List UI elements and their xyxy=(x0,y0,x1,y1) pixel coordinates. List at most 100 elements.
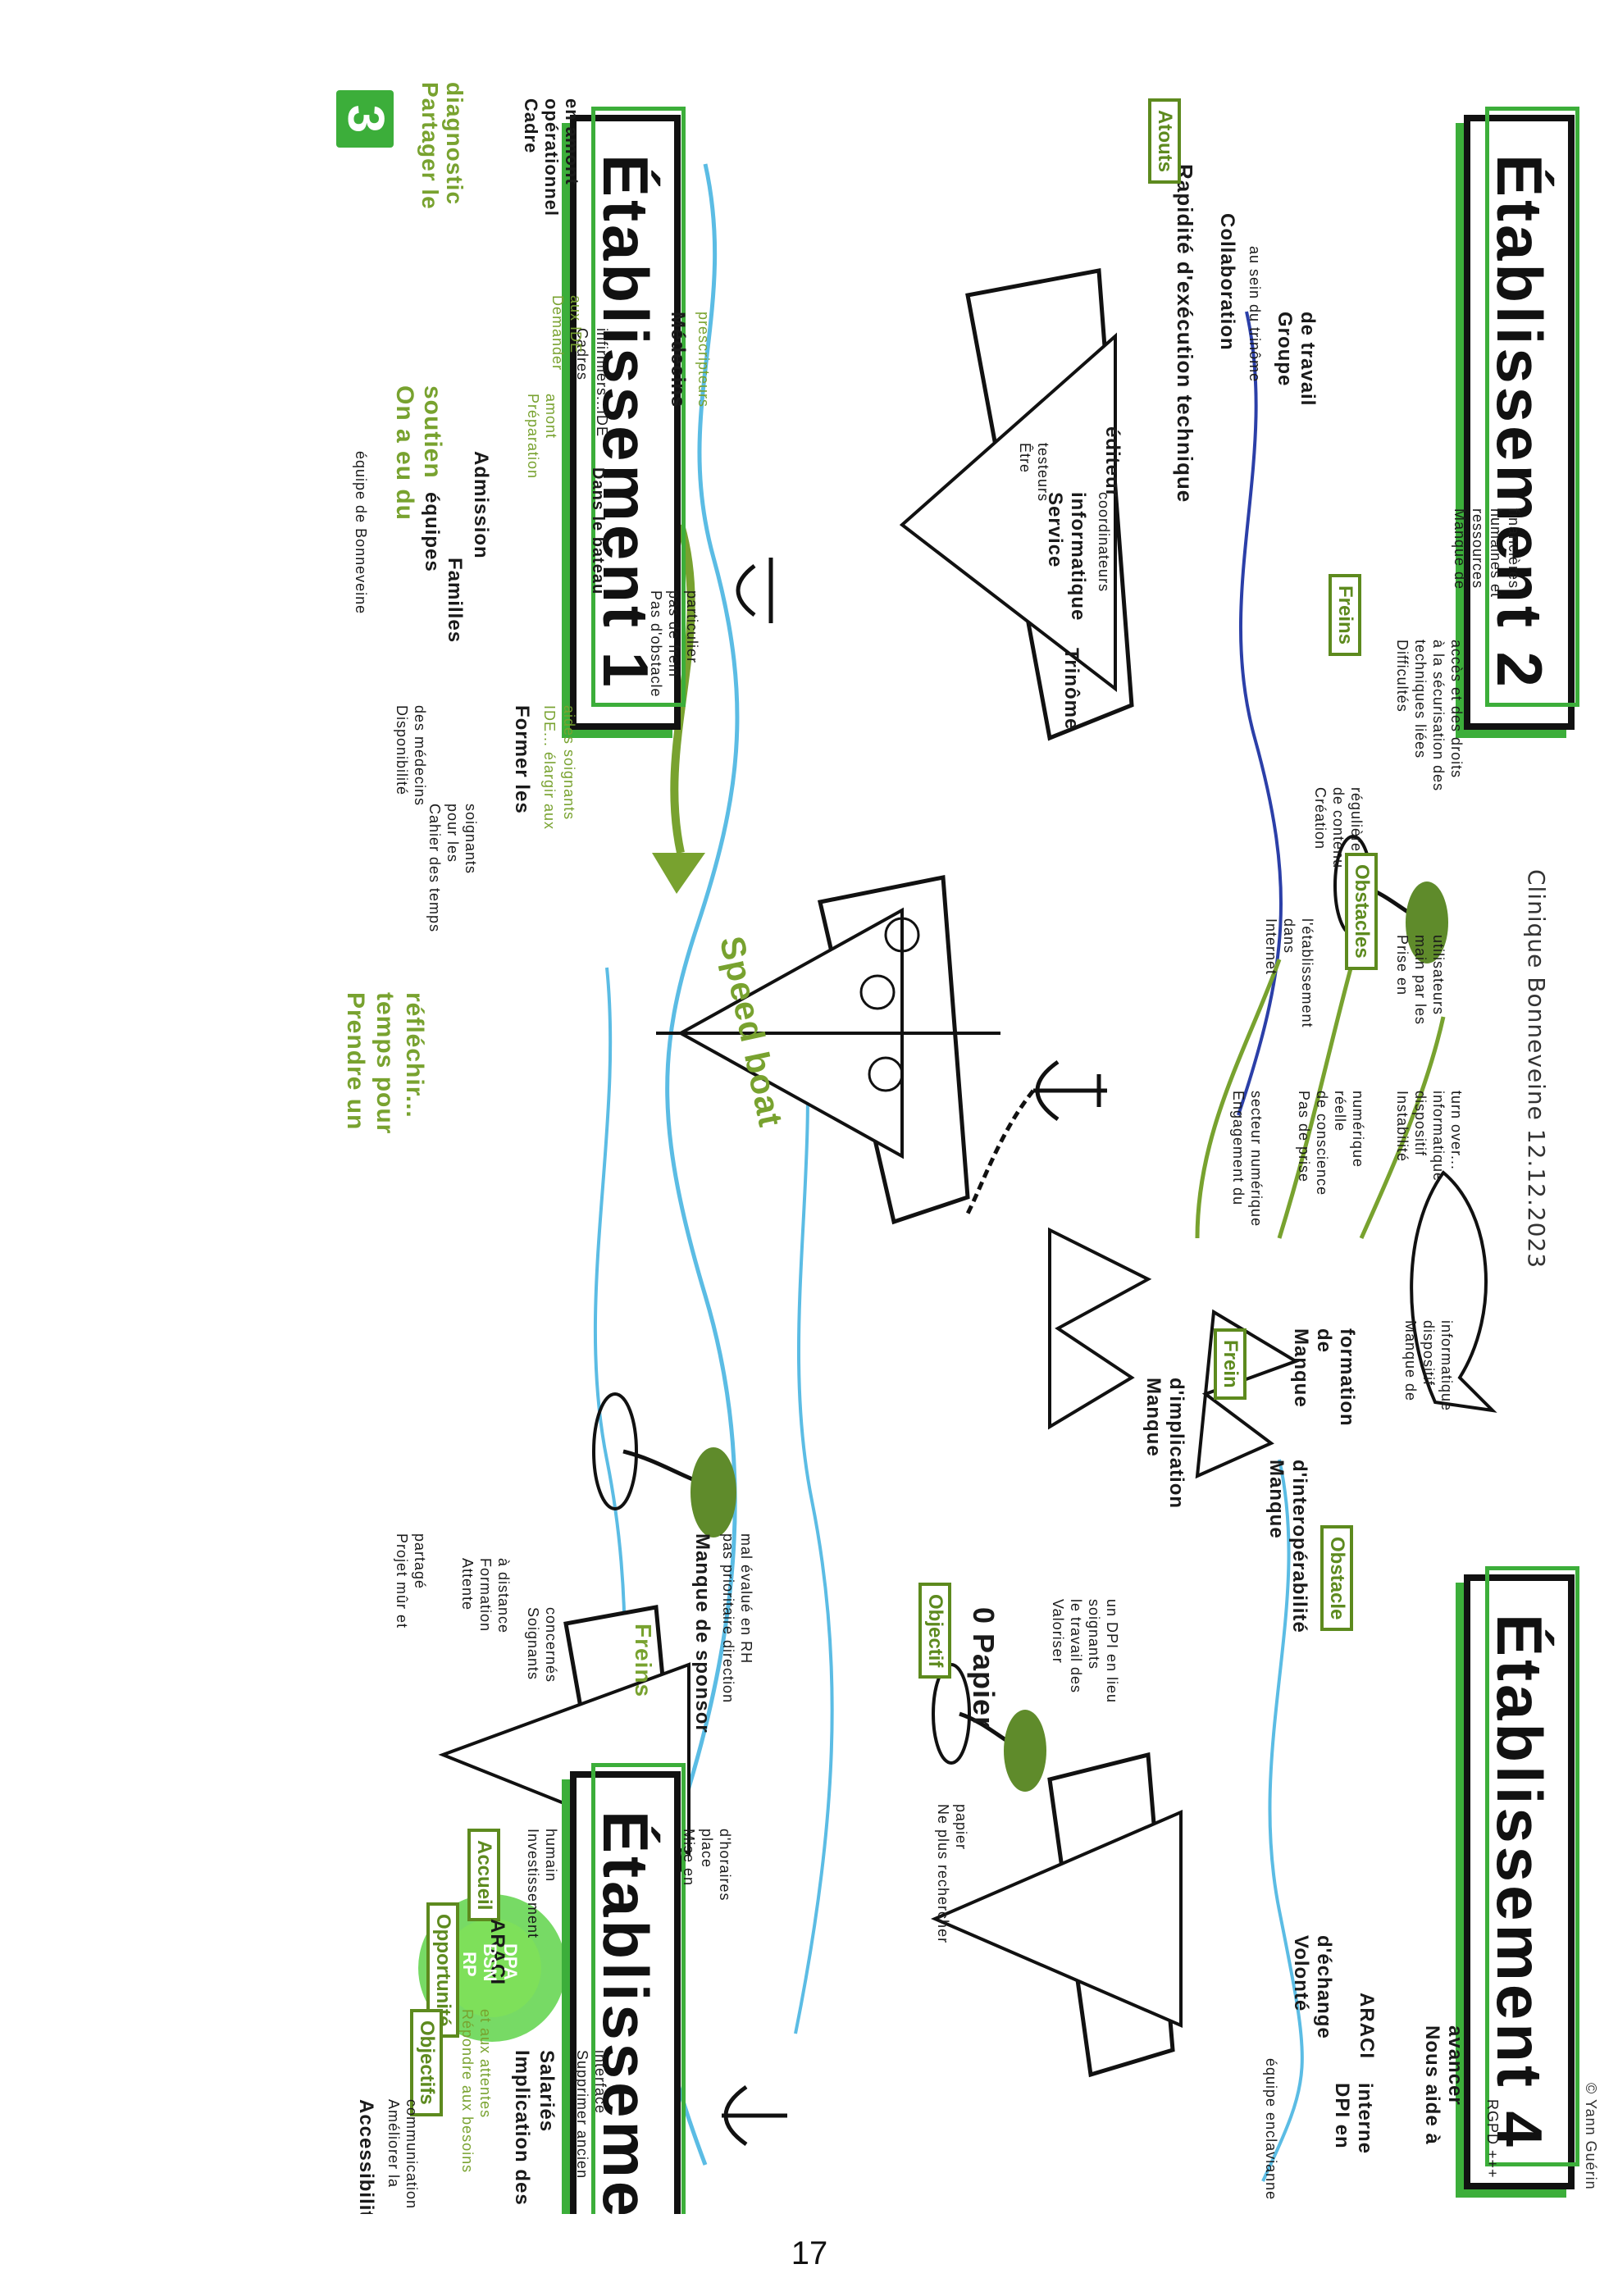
groupe-line2: de travail xyxy=(1297,312,1319,407)
volonte-line2: d'échange xyxy=(1313,1935,1335,2039)
sein-trinome-label: au sein du trinôme xyxy=(1247,246,1263,383)
creation-line3: régulière xyxy=(1348,787,1365,853)
investissement-line1: Investissement xyxy=(525,1829,541,1939)
credit-label: © Yann Guérin xyxy=(1583,2083,1599,2190)
prendre-line2: temps pour xyxy=(371,992,399,1135)
prise-line3: utilisateurs xyxy=(1430,935,1447,1016)
manque-res-line2: ressources xyxy=(1470,508,1486,590)
manque-inter-line2: d'interopérabilité xyxy=(1288,1460,1310,1633)
internet-line3: l'établissement xyxy=(1299,918,1315,1028)
manque-res-line4: financières xyxy=(1506,508,1522,590)
demander-line1: Demander xyxy=(549,295,566,371)
rapidite-label: Rapidité d'exécution technique xyxy=(1173,164,1197,503)
ide-label: IDE xyxy=(594,410,610,438)
ship-sail xyxy=(899,332,1117,693)
manque-disp-line1: Manque de xyxy=(1402,1320,1419,1402)
dpi-line2: interne xyxy=(1354,2083,1376,2155)
equipe-enclav: équipe enclavianne xyxy=(1263,2058,1279,2201)
soutien-line2: soutien xyxy=(419,385,446,479)
manque-res-line1: Manque de xyxy=(1452,508,1468,590)
demander-line2: aux IDE xyxy=(567,295,584,354)
nous-aide-line2: avancer xyxy=(1444,2025,1466,2106)
service-line3: coordinateurs xyxy=(1096,492,1112,593)
illustration-layer xyxy=(418,163,1497,2182)
preparation-line1: Préparation xyxy=(525,394,541,480)
projet-line1: Projet mûr et xyxy=(394,1533,410,1629)
palm-tree-icon xyxy=(932,1663,1046,1792)
frein-tag-etab4: Frein xyxy=(1214,1328,1247,1400)
prise-line2: main par les xyxy=(1412,935,1429,1026)
supprimer-line1: Supprimer ancien xyxy=(574,2050,590,2180)
etab2-title: Établissement 2 xyxy=(1464,115,1575,730)
anchor-icon xyxy=(736,558,773,623)
trinome-label: Trinôme xyxy=(1060,648,1082,731)
cadre-line3: en amont xyxy=(562,98,582,185)
cadres-line2: infirmiers... xyxy=(594,328,610,412)
cahier-line3: soignants xyxy=(463,804,479,875)
objectifs-detail-line1: Répondre aux besoins xyxy=(459,2009,476,2174)
manque-disp-line2: dispositif xyxy=(1420,1320,1437,1387)
water-line xyxy=(794,1008,834,2034)
shark-icon xyxy=(1410,1170,1497,1413)
instabilite-line2: dispositif xyxy=(1412,1091,1429,1157)
creation-line1: Création xyxy=(1312,787,1329,850)
accessibilite-line1: Accessibilité xyxy=(355,2099,377,2214)
creation-line2: de contenu xyxy=(1330,787,1347,869)
preparation-line2: amont xyxy=(543,394,559,440)
poster-frame: 3 Partager le diagnostic Établissement 1… xyxy=(312,66,1618,2214)
cahier-line1: Cahier des temps xyxy=(426,804,443,933)
poster-canvas: 3 Partager le diagnostic Établissement 1… xyxy=(312,66,1618,2214)
accueil-tag: Accueil xyxy=(467,1829,500,1922)
difficultes-line3: à la sécurisation des xyxy=(1430,640,1447,792)
person-icon xyxy=(859,974,896,1010)
nous-aide-line1: Nous aide à xyxy=(1421,2025,1443,2145)
manque-res-line3: humaines et xyxy=(1488,508,1504,599)
section-title-line1: Partager le xyxy=(417,82,443,210)
valoriser-line3: soignants xyxy=(1086,1599,1102,1670)
collaboration-label: Collaboration xyxy=(1216,213,1238,351)
groupe-line1: Groupe xyxy=(1274,312,1296,387)
attente-line4: Soignants xyxy=(525,1607,541,1681)
attente-line2: Formation xyxy=(477,1558,494,1633)
prescripteurs-label: prescripteurs xyxy=(695,312,712,408)
mise-line1: Mise en xyxy=(681,1829,697,1887)
investissement-line2: humain xyxy=(543,1829,559,1883)
former-line2: IDE... élargir aux xyxy=(541,705,558,831)
atouts-tag: Atouts xyxy=(1148,98,1181,184)
dpi-line1: DPI en xyxy=(1331,2083,1353,2149)
pas-obstacle-line1: Pas d'obstacle xyxy=(648,590,664,698)
admission-label: Admission xyxy=(470,451,492,559)
difficultes-line2: techniques liées xyxy=(1412,640,1429,759)
section-number-badge: 3 xyxy=(336,90,394,148)
instabilite-line4: turn over... xyxy=(1448,1091,1465,1171)
water-line xyxy=(1237,311,1283,1116)
connector-line xyxy=(1359,1016,1446,1240)
pas-obstacle-line2: pas de frein xyxy=(666,590,682,678)
volonte-line1: Volonté xyxy=(1290,1935,1312,2012)
former-line3: aides soignants xyxy=(561,705,577,821)
connector-line xyxy=(1195,959,1282,1239)
rgpd-label: RGPD +++ xyxy=(1484,2099,1501,2179)
cadre-line1: Cadre xyxy=(521,98,541,154)
page-number: 17 xyxy=(791,2235,828,2271)
internet-line2: dans xyxy=(1281,918,1297,954)
prendre-line1: Prendre un xyxy=(342,992,369,1131)
service-line1: Service xyxy=(1044,492,1066,568)
medecins-label: Médecins xyxy=(667,312,689,408)
freins-label-etab3: Freins xyxy=(631,1624,656,1698)
badge-line2: BSN xyxy=(480,1943,500,1982)
instabilite-line1: Instabilité xyxy=(1394,1091,1411,1163)
rocks-icon xyxy=(1195,1309,1300,1479)
editeur-label: éditeur xyxy=(1101,426,1123,499)
pas-obstacle-line3: particulier xyxy=(684,590,700,664)
water-line xyxy=(1261,1459,1304,2182)
equipes-label: équipes xyxy=(421,492,443,572)
manque-sponsor-line1: Manque de sponsor xyxy=(691,1533,713,1733)
manque-form-line1: Manque xyxy=(1290,1328,1312,1408)
progress-arrow xyxy=(670,523,695,854)
attente-line3: à distance xyxy=(495,1558,512,1634)
person-icon xyxy=(884,917,920,953)
dans-bateau-label: Dans le bateau xyxy=(589,467,607,595)
prendre-line3: réfléchir... xyxy=(401,992,428,1118)
pas-prise-line3: réelle xyxy=(1332,1091,1348,1132)
